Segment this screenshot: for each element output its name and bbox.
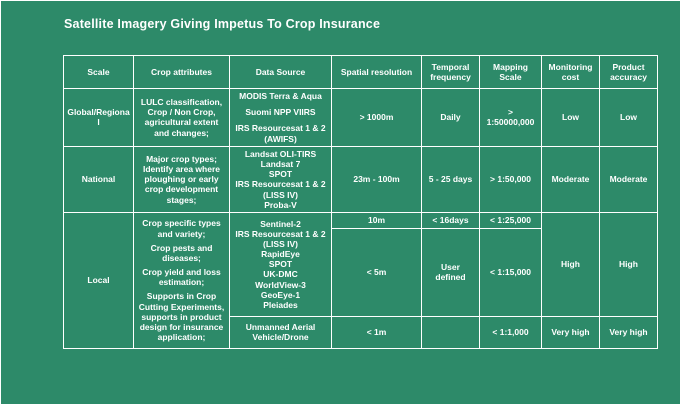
- cell-national-attributes: Major crop types; Identify area where pl…: [133, 145, 230, 213]
- cell-drone-mapping: < 1:1,000: [479, 315, 542, 349]
- cell-local-10m-temporal: < 16days: [421, 211, 480, 229]
- text-line: Sentinel-2: [260, 218, 301, 229]
- header-product-accuracy: Product accuracy: [599, 55, 658, 89]
- text-line: SPOT: [268, 259, 293, 270]
- cell-local-scale: Local: [63, 211, 134, 349]
- cell-global-attributes: LULC classification, Crop / Non Crop, ag…: [133, 88, 230, 147]
- row-global-regional: Global/Regional LULC classification, Cro…: [63, 88, 658, 147]
- cell-national-sources: Landsat OLI-TIRS Landsat 7 SPOT IRS Resourc…: [229, 145, 332, 213]
- cell-local-cost: High: [541, 211, 600, 317]
- text-line: SPOT: [268, 169, 293, 180]
- cell-national-scale: National: [63, 145, 134, 213]
- header-mapping-scale: Mapping Scale: [479, 55, 542, 89]
- cell-global-mapping: > 1:50000,000: [479, 88, 542, 147]
- cell-local-5m-mapping: < 1:15,000: [479, 227, 542, 317]
- cell-local-accuracy: High: [599, 211, 658, 317]
- text-line: GeoEye-1: [260, 289, 301, 300]
- text-line: MODIS Terra & Aqua: [239, 91, 322, 101]
- header-row: Scale Crop attributes Data Source Spatia…: [63, 55, 658, 89]
- text-line: Proba-V: [264, 199, 297, 210]
- cell-drone-cost: Very high: [541, 315, 600, 349]
- text-line: Supports in Crop Cutting Experiments, su…: [138, 291, 225, 343]
- cell-national-temporal: 5 - 25 days: [421, 145, 480, 213]
- cell-national-accuracy: Moderate: [599, 145, 658, 213]
- row-national: National Major crop types; Identify area…: [63, 145, 658, 213]
- text-line: Landsat OLI-TIRS: [244, 148, 317, 159]
- cell-drone-spatial: < 1m: [331, 315, 422, 349]
- cell-drone-source: Unmanned Aerial Vehicle/Drone: [229, 315, 332, 349]
- text-line: Crop pests and diseases;: [150, 242, 213, 263]
- text-line: IRS Resourcesat 1 & 2 (AWIFS): [235, 123, 326, 144]
- row-local-drone: Unmanned Aerial Vehicle/Drone < 1m < 1:1…: [64, 315, 658, 349]
- text-line: Suomi NPP VIIRS: [245, 107, 316, 118]
- header-scale: Scale: [63, 55, 134, 89]
- cell-local-5m-spatial: < 5m: [331, 227, 422, 317]
- header-spatial-resolution: Spatial resolution: [331, 55, 422, 89]
- page-title: Satellite Imagery Giving Impetus To Crop…: [64, 17, 381, 31]
- cell-local-satellite-sources: Sentinel-2 IRS Resourcesat 1 & 2 (LISS IV…: [229, 211, 332, 317]
- cell-national-cost: Moderate: [541, 145, 600, 213]
- text-line: RapidEye: [261, 249, 300, 260]
- cell-local-10m-spatial: 10m: [331, 211, 422, 229]
- cell-global-accuracy: Low: [599, 88, 658, 147]
- cell-national-mapping: > 1:50,000: [479, 145, 542, 213]
- text-line: Crop specific types and variety;: [142, 218, 221, 239]
- text-line: IRS Resourcesat 1 & 2 (LISS IV): [235, 228, 326, 249]
- row-local-10m: Local Crop specific types and variety; Cr…: [63, 211, 658, 349]
- cell-global-spatial: > 1000m: [331, 88, 422, 147]
- cell-global-sources: MODIS Terra & Aqua Suomi NPP VIIRS IRS Res…: [229, 88, 332, 147]
- text-line: Pleiades: [263, 300, 298, 311]
- text-line: WorldView-3: [255, 279, 306, 290]
- text-line: Landsat 7: [260, 158, 301, 169]
- header-temporal-frequency: Temporal frequency: [421, 55, 480, 89]
- cell-local-10m-mapping: < 1:25,000: [479, 211, 542, 229]
- crop-insurance-table: Scale Crop attributes Data Source Spatia…: [63, 55, 658, 349]
- text-line: IRS Resourcesat 1 & 2 (LISS IV): [235, 179, 326, 200]
- cell-local-attributes: Crop specific types and variety; Crop pes…: [133, 211, 230, 349]
- cell-drone-temporal: [421, 315, 480, 349]
- cell-global-temporal: Daily: [421, 88, 480, 147]
- cell-global-cost: Low: [541, 88, 600, 147]
- cell-local-5m-temporal: User defined: [421, 227, 480, 317]
- row-local-5m: < 5m User defined < 1:15,000: [64, 227, 658, 317]
- header-crop-attributes: Crop attributes: [133, 55, 230, 89]
- cell-global-scale: Global/Regional: [63, 88, 134, 147]
- cell-drone-accuracy: Very high: [599, 315, 658, 349]
- cell-national-spatial: 23m - 100m: [331, 145, 422, 213]
- header-monitoring-cost: Monitoring cost: [541, 55, 600, 89]
- header-data-source: Data Source: [229, 55, 332, 89]
- text-line: UK-DMC: [263, 269, 298, 280]
- text-line: Crop yield and loss estimation;: [142, 267, 221, 288]
